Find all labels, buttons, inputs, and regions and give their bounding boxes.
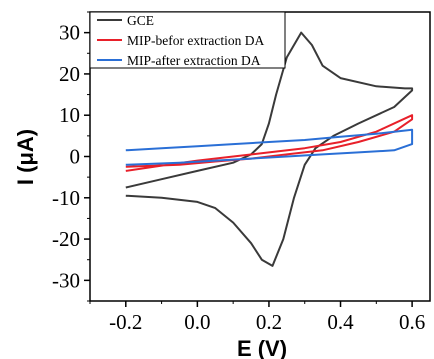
- y-tick-label: 20: [59, 62, 80, 86]
- legend: GCE MIP-befor extraction DA MIP-after ex…: [89, 11, 286, 69]
- x-tick-label: 0.4: [327, 310, 354, 334]
- series-line-2: [125, 128, 414, 166]
- y-tick-label: -30: [52, 268, 80, 292]
- legend-label-mip-after: MIP-after extraction DA: [127, 53, 261, 68]
- y-tick-label: -10: [52, 186, 80, 210]
- x-axis-ticks: -0.2 0.0 0.2 0.4 0.6: [89, 301, 425, 334]
- legend-label-mip-before: MIP-befor extraction DA: [127, 33, 264, 48]
- x-tick-label: -0.2: [109, 310, 142, 334]
- legend-label-gce: GCE: [127, 13, 154, 28]
- y-axis-ticks: 30 20 10 0 -10 -20 -30: [52, 11, 90, 302]
- x-axis-title: E (V): [237, 336, 287, 359]
- y-tick-label: 0: [70, 145, 81, 169]
- legend-box: [89, 11, 286, 69]
- x-tick-label: 0.2: [256, 310, 282, 334]
- series-line-0: [125, 31, 414, 267]
- x-tick-label: 0.6: [399, 310, 425, 334]
- y-tick-label: 30: [59, 21, 80, 45]
- y-tick-label: -20: [52, 227, 80, 251]
- y-axis-title: I (μA): [13, 129, 38, 185]
- y-tick-label: 10: [59, 103, 80, 127]
- x-tick-label: 0.0: [184, 310, 210, 334]
- plot-lines: [125, 31, 414, 267]
